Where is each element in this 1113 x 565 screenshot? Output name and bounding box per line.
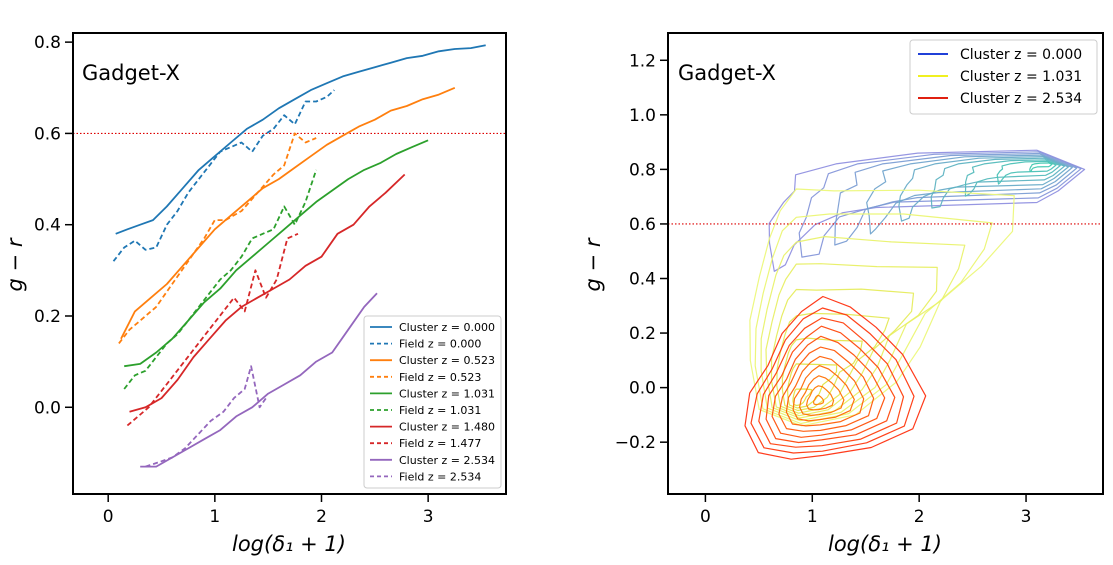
- right-contour-series-1-level-2: [760, 236, 966, 422]
- left-y-tick-label: 0.4: [34, 216, 61, 236]
- right-contour-series-2-level-5: [778, 346, 875, 432]
- right-contour-series-0-level-7: [996, 160, 1057, 185]
- left-legend: Cluster z = 0.000 Field z = 0.000 Cluster …: [363, 315, 502, 489]
- left-x-ticks: 0 1 2 3: [103, 494, 434, 527]
- right-y-tick-label: 0.0: [629, 379, 656, 399]
- right-contour-series-2-level-4: [771, 335, 886, 438]
- right-contour-series-0-level-2: [834, 152, 1078, 246]
- right-x-ticks: 0 1 2 3: [700, 494, 1031, 527]
- left-x-axis-label: log(δ₁ + 1): [232, 532, 346, 556]
- left-x-tick-label: 0: [103, 507, 114, 527]
- right-y-axis-label: g − r: [581, 237, 605, 291]
- left-legend-label: Field z = 1.477: [399, 437, 481, 450]
- left-y-ticks: 0.0 0.2 0.4 0.6 0.8: [34, 33, 73, 418]
- left-series-line-9: [145, 365, 267, 468]
- right-contour-series-0-level-5: [930, 157, 1066, 209]
- left-legend-label: Field z = 0.523: [399, 371, 481, 384]
- right-x-tick-label: 0: [700, 507, 711, 527]
- right-contour-series-1-level-0: [749, 188, 1015, 427]
- left-series-line-7: [126, 232, 299, 427]
- left-legend-label: Field z = 2.534: [399, 470, 481, 483]
- right-contour-series-2-level-8: [798, 375, 845, 416]
- right-legend-label: Cluster z = 0.000: [960, 47, 1082, 63]
- right-contour-series-1-level-6: [781, 337, 863, 412]
- right-contour-series-1-level-3: [765, 263, 938, 419]
- left-series-line-0: [115, 44, 486, 235]
- left-plot-frame: [72, 32, 507, 495]
- left-y-tick-label: 0.8: [34, 33, 61, 53]
- right-contour-series-2-level-10: [812, 394, 825, 406]
- right-plot-frame: [667, 32, 1104, 495]
- right-y-tick-label: 1.0: [629, 106, 656, 126]
- right-contour-group: [744, 149, 1086, 460]
- right-contour-series-2-level-2: [758, 317, 905, 448]
- left-series-line-8: [140, 292, 378, 468]
- left-x-tick-label: 2: [316, 507, 327, 527]
- left-series-line-5: [123, 169, 318, 390]
- right-contour-series-2-level-7: [792, 365, 855, 422]
- left-legend-label: Cluster z = 0.000: [399, 321, 495, 334]
- right-y-tick-label: 0.4: [629, 270, 656, 290]
- left-series-group: [112, 44, 486, 468]
- right-contour-series-0-level-0: [768, 149, 1086, 272]
- left-legend-label: Cluster z = 1.480: [399, 421, 495, 434]
- left-y-tick-label: 0.6: [34, 124, 61, 144]
- left-series-line-3: [118, 132, 317, 344]
- right-y-tick-label: −0.2: [615, 433, 656, 453]
- right-x-tick-label: 2: [914, 507, 925, 527]
- right-contour-series-1-level-7: [786, 363, 838, 409]
- right-contour-series-0-level-1: [798, 151, 1082, 258]
- right-y-tick-label: 0.2: [629, 324, 656, 344]
- left-series-line-2: [120, 86, 456, 340]
- left-series-line-1: [112, 89, 335, 262]
- right-x-tick-label: 3: [1021, 507, 1032, 527]
- left-x-tick-label: 1: [209, 507, 220, 527]
- right-y-tick-label: 0.6: [629, 215, 656, 235]
- right-contour-series-0-level-6: [964, 159, 1061, 197]
- right-legend: Cluster z = 0.000 Cluster z = 1.031 Cluste…: [909, 39, 1098, 115]
- left-y-tick-label: 0.2: [34, 307, 61, 327]
- right-x-axis-label: log(δ₁ + 1): [828, 532, 942, 556]
- right-legend-label: Cluster z = 2.534: [960, 91, 1082, 107]
- right-y-ticks: −0.2 0.0 0.2 0.4 0.6 0.8 1.0 1.2: [615, 51, 668, 453]
- right-contour-series-0-level-8: [1029, 162, 1053, 172]
- left-panel-label: Gadget-X: [82, 61, 180, 85]
- left-legend-label: Cluster z = 1.031: [399, 387, 495, 400]
- left-legend-label: Field z = 1.031: [399, 404, 481, 417]
- right-y-tick-label: 1.2: [629, 51, 656, 71]
- left-y-axis-label: g − r: [3, 237, 27, 291]
- left-panel: 0 1 2 3 0.0 0.2 0.4 0.6 0.8 Gadget-X log(δ₁ + 1…: [3, 32, 507, 556]
- right-contour-series-2-level-1: [750, 307, 915, 454]
- left-legend-label: Cluster z = 2.534: [399, 454, 495, 467]
- right-contour-series-2-level-0: [744, 295, 927, 460]
- right-x-tick-label: 1: [807, 507, 818, 527]
- left-legend-label: Field z = 0.000: [399, 338, 481, 351]
- right-contour-series-1-level-4: [770, 288, 915, 417]
- right-y-tick-label: 0.8: [629, 160, 656, 180]
- right-panel-label: Gadget-X: [678, 61, 776, 85]
- left-y-tick-label: 0.0: [34, 398, 61, 418]
- right-legend-box: [909, 39, 1098, 115]
- left-series-line-6: [129, 173, 406, 413]
- right-legend-label: Cluster z = 1.031: [960, 69, 1082, 85]
- right-contour-series-2-level-9: [805, 385, 835, 411]
- right-contour-series-2-level-6: [785, 355, 865, 427]
- left-legend-box: [363, 315, 502, 489]
- right-contour-series-0-level-4: [898, 156, 1070, 222]
- right-contour-series-0-level-3: [866, 154, 1073, 235]
- right-contour-series-2-level-3: [765, 325, 896, 444]
- left-x-tick-label: 3: [423, 507, 434, 527]
- left-legend-label: Cluster z = 0.523: [399, 354, 495, 367]
